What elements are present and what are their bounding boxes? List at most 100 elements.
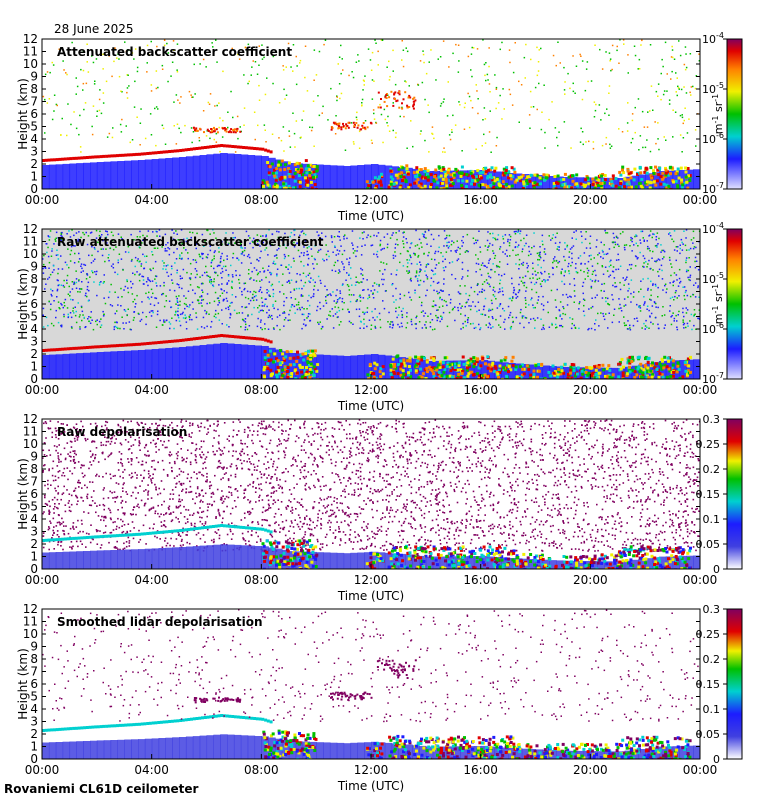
y-tick-label: 6 xyxy=(30,107,38,121)
y-tick-label: 8 xyxy=(30,272,38,286)
colorbar-tick-label: 10-7 xyxy=(702,181,724,196)
y-tick-label: 10 xyxy=(23,437,38,451)
y-tick-label: 3 xyxy=(30,525,38,539)
y-tick-label: 10 xyxy=(23,247,38,261)
panel-2: Raw attenuated backscatter coefficient01… xyxy=(16,221,742,413)
y-axis-label: Height (km) xyxy=(16,268,30,339)
panel-title: Attenuated backscatter coefficient xyxy=(57,45,292,59)
x-tick-label: 00:00 xyxy=(25,383,60,397)
colorbar-tick-label: 0.1 xyxy=(703,513,721,526)
x-axis-label: Time (UTC) xyxy=(337,589,404,603)
colorbar-tick-label: 0.15 xyxy=(696,488,721,501)
colorbar-tick-label: 0.05 xyxy=(696,728,721,741)
colorbar-unit: m-1 sr-1 xyxy=(711,94,725,134)
y-tick-label: 1 xyxy=(30,550,38,564)
y-tick-label: 8 xyxy=(30,462,38,476)
x-tick-label: 20:00 xyxy=(573,193,608,207)
colorbar-tick-label: 0.3 xyxy=(703,603,721,616)
x-tick-label: 12:00 xyxy=(354,383,389,397)
x-tick-label: 00:00 xyxy=(25,763,60,777)
y-tick-label: 12 xyxy=(23,412,38,426)
y-tick-label: 12 xyxy=(23,32,38,46)
y-tick-label: 6 xyxy=(30,487,38,501)
colorbar-tick-label: 10-4 xyxy=(702,31,724,46)
colorbar-tick-label: 0.25 xyxy=(696,438,721,451)
x-tick-label: 04:00 xyxy=(134,573,169,587)
x-axis-label: Time (UTC) xyxy=(337,399,404,413)
y-tick-label: 1 xyxy=(30,740,38,754)
y-tick-label: 7 xyxy=(30,285,38,299)
colorbar-tick-label: 0 xyxy=(713,753,720,766)
y-axis-label: Height (km) xyxy=(16,648,30,719)
colorbar-tick-label: 0.25 xyxy=(696,628,721,641)
colorbar-tick-label: 10-5 xyxy=(702,81,724,96)
y-tick-label: 4 xyxy=(30,322,38,336)
y-tick-label: 3 xyxy=(30,715,38,729)
y-tick-label: 5 xyxy=(30,120,38,134)
heatmap-area xyxy=(42,229,702,382)
x-tick-label: 20:00 xyxy=(573,763,608,777)
y-tick-label: 9 xyxy=(30,70,38,84)
y-tick-label: 11 xyxy=(23,425,38,439)
x-tick-label: 12:00 xyxy=(354,573,389,587)
x-axis-label: Time (UTC) xyxy=(337,209,404,223)
heatmap-area xyxy=(42,39,701,192)
y-tick-label: 12 xyxy=(23,602,38,616)
colorbar xyxy=(727,419,742,569)
y-tick-label: 2 xyxy=(30,537,38,551)
x-tick-label: 04:00 xyxy=(134,193,169,207)
y-tick-label: 2 xyxy=(30,157,38,171)
y-tick-label: 3 xyxy=(30,335,38,349)
y-tick-label: 9 xyxy=(30,260,38,274)
colorbar-tick-label: 10-5 xyxy=(702,271,724,286)
colorbar-tick-label: 10-4 xyxy=(702,221,724,236)
x-tick-label: 16:00 xyxy=(463,573,498,587)
x-tick-label: 12:00 xyxy=(354,193,389,207)
y-tick-label: 3 xyxy=(30,145,38,159)
y-tick-label: 1 xyxy=(30,360,38,374)
x-tick-label: 00:00 xyxy=(25,193,60,207)
y-tick-label: 10 xyxy=(23,57,38,71)
date-label: 28 June 2025 xyxy=(54,22,134,36)
y-tick-label: 8 xyxy=(30,652,38,666)
y-tick-label: 7 xyxy=(30,475,38,489)
x-tick-label: 04:00 xyxy=(134,763,169,777)
x-tick-label: 20:00 xyxy=(573,383,608,397)
y-tick-label: 4 xyxy=(30,702,38,716)
y-tick-label: 7 xyxy=(30,665,38,679)
y-tick-label: 7 xyxy=(30,95,38,109)
y-axis-label: Height (km) xyxy=(16,78,30,149)
x-tick-label: 20:00 xyxy=(573,573,608,587)
panel-title: Smoothed lidar depolarisation xyxy=(57,615,263,629)
y-axis-label: Height (km) xyxy=(16,458,30,529)
y-tick-label: 5 xyxy=(30,500,38,514)
colorbar-tick-label: 0.3 xyxy=(703,413,721,426)
x-tick-label: 16:00 xyxy=(463,193,498,207)
colorbar-unit: m-1 sr-1 xyxy=(711,284,725,324)
colorbar-tick-label: 0.05 xyxy=(696,538,721,551)
colorbar-tick-label: 0.2 xyxy=(703,463,721,476)
panel-title: Raw attenuated backscatter coefficient xyxy=(57,235,324,249)
y-tick-label: 10 xyxy=(23,627,38,641)
instrument-label: Rovaniemi CL61D ceilometer xyxy=(4,782,199,796)
y-tick-label: 1 xyxy=(30,170,38,184)
x-tick-label: 08:00 xyxy=(244,193,279,207)
x-tick-label: 00:00 xyxy=(25,573,60,587)
x-tick-label: 08:00 xyxy=(244,573,279,587)
x-tick-label: 08:00 xyxy=(244,383,279,397)
colorbar xyxy=(727,229,742,379)
x-tick-label: 16:00 xyxy=(463,383,498,397)
panel-4: Smoothed lidar depolarisation01234567891… xyxy=(16,602,742,793)
colorbar xyxy=(727,609,742,759)
x-tick-label: 04:00 xyxy=(134,383,169,397)
panel-1: Attenuated backscatter coefficient012345… xyxy=(16,31,742,223)
heatmap-area xyxy=(42,419,701,572)
y-tick-label: 12 xyxy=(23,222,38,236)
x-tick-label: 12:00 xyxy=(354,763,389,777)
y-tick-label: 6 xyxy=(30,297,38,311)
colorbar-tick-label: 10-7 xyxy=(702,371,724,386)
y-tick-label: 11 xyxy=(23,615,38,629)
y-tick-label: 9 xyxy=(30,450,38,464)
x-tick-label: 08:00 xyxy=(244,763,279,777)
